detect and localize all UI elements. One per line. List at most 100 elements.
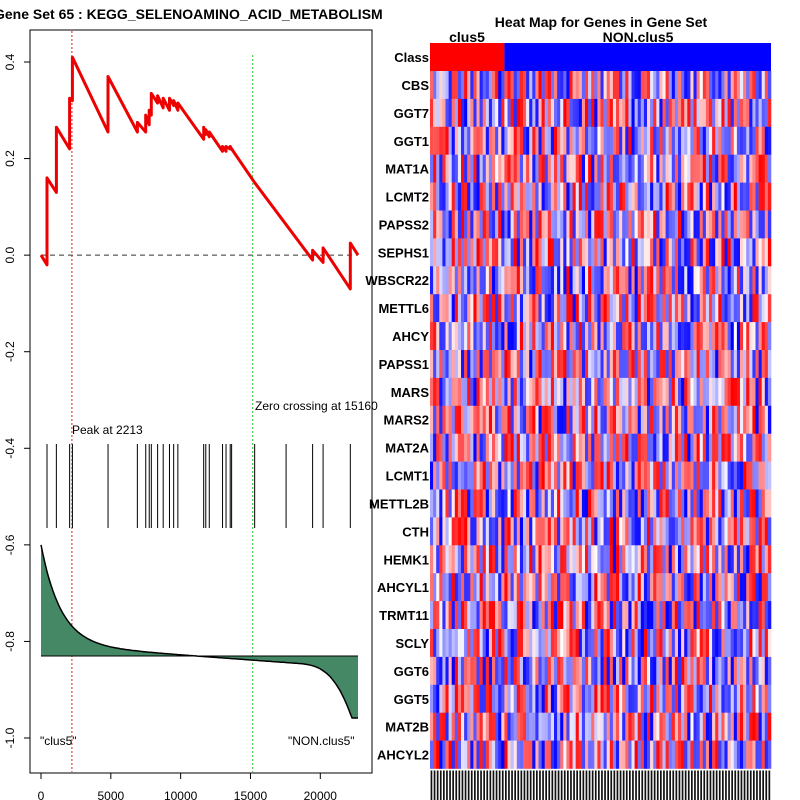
heatmap-cell [495, 461, 499, 490]
heatmap-cell [715, 266, 719, 295]
heatmap-cell [625, 126, 629, 155]
heatmap-cell [653, 629, 657, 658]
sample-label [511, 770, 513, 800]
heatmap-cell [622, 210, 626, 239]
heatmap-cell [758, 461, 762, 490]
heatmap-cell [681, 210, 685, 239]
heatmap-cell [591, 517, 595, 546]
heatmap-cell [532, 405, 536, 434]
heatmap-cell [736, 98, 741, 128]
heatmap-cell [504, 712, 508, 741]
heatmap-cell [637, 573, 642, 602]
heatmap-cell [519, 322, 524, 351]
heatmap-cell [495, 433, 499, 462]
heatmap-cell [470, 405, 474, 434]
heatmap-cell [606, 489, 611, 518]
heatmap-cell [740, 377, 744, 407]
heatmap-cell [671, 712, 676, 741]
heatmap-cell [631, 740, 635, 769]
heatmap-cell [678, 182, 682, 211]
heatmap-cell [659, 461, 663, 490]
heatmap-cell [464, 98, 468, 128]
heatmap-cell [448, 684, 452, 713]
heatmap-cell [550, 489, 555, 518]
heatmap-cell [634, 210, 638, 239]
heatmap-cell [758, 573, 762, 602]
heatmap-cell [451, 182, 456, 211]
heatmap-cell [659, 684, 663, 713]
heatmap-cell [631, 712, 635, 741]
heatmap-cell [743, 545, 747, 574]
heatmap-cell [764, 322, 769, 351]
heatmap-cell [519, 350, 524, 379]
heatmap-cell [733, 712, 738, 741]
heatmap-cell [600, 601, 604, 630]
heatmap-cell [513, 350, 518, 379]
heatmap-cell [625, 684, 629, 713]
heatmap-cell [479, 377, 483, 407]
heatmap-cell [665, 740, 669, 769]
heatmap-cell [433, 573, 437, 602]
heatmap-cell [709, 154, 713, 183]
heatmap-cell [479, 629, 483, 658]
heatmap-cell [631, 350, 635, 379]
heatmap-cell [746, 433, 750, 462]
heatmap-cell [678, 489, 682, 518]
heatmap-cell [547, 656, 552, 686]
sample-label [737, 770, 740, 800]
heatmap-cell [448, 545, 452, 574]
heatmap-cell [647, 182, 651, 211]
heatmap-cell [687, 433, 691, 462]
heatmap-cell [752, 517, 756, 546]
heatmap-cell [541, 377, 545, 407]
sample-label [523, 770, 526, 800]
heatmap-cell [684, 461, 688, 490]
heatmap-cell [609, 350, 614, 379]
heatmap-cell [488, 350, 493, 379]
sample-label [616, 770, 619, 800]
heatmap-cell [625, 405, 629, 434]
heatmap-cell [448, 712, 452, 741]
heatmap-cell [724, 573, 728, 602]
heatmap-cell [619, 740, 623, 769]
heatmap-cell [705, 684, 710, 713]
heatmap-cell [662, 350, 666, 379]
heatmap-cell [764, 684, 769, 713]
heatmap-cell [637, 266, 642, 295]
heatmap-cell [743, 266, 747, 295]
heatmap-cell [674, 377, 679, 407]
heatmap-cell [591, 545, 595, 574]
heatmap-cell [761, 98, 766, 128]
heatmap-cell [554, 573, 558, 602]
heatmap-cell [758, 433, 762, 462]
heatmap-cell [448, 210, 452, 239]
heatmap-cell [690, 656, 694, 686]
heatmap-cell [746, 322, 750, 351]
heatmap-cell [746, 266, 750, 295]
heatmap-cell [736, 377, 741, 407]
heatmap-cell [563, 461, 567, 490]
heatmap-cell [488, 601, 493, 630]
heatmap-cell [718, 71, 722, 100]
heatmap-cell [473, 98, 477, 128]
heatmap-cell [647, 322, 651, 351]
heatmap-cell [631, 489, 635, 518]
heatmap-cell [510, 405, 514, 434]
heatmap-cell [721, 350, 725, 379]
heatmap-cell [603, 98, 607, 128]
heatmap-cell [690, 433, 694, 462]
heatmap-cell [519, 573, 524, 602]
heatmap-cell [457, 377, 462, 407]
heatmap-cell [488, 405, 493, 434]
heatmap-cell [557, 126, 561, 155]
heatmap-cell [616, 461, 620, 490]
heatmap-cell [523, 517, 527, 546]
sample-label [529, 770, 532, 800]
heatmap-cell [575, 266, 580, 295]
heatmap-cell [557, 489, 561, 518]
heatmap-cell [746, 126, 750, 155]
heatmap-cell [705, 266, 710, 295]
heatmap-cell [492, 182, 496, 211]
heatmap-cell [436, 740, 440, 769]
heatmap-cell [643, 712, 648, 741]
